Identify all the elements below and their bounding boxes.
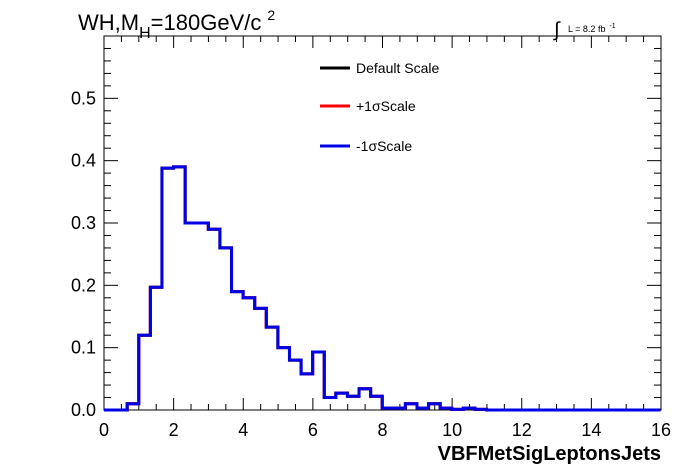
legend: Default Scale +1σScale -1σScale <box>320 60 439 154</box>
chart-title: WH,MH=180GeV/c 2 <box>78 7 275 42</box>
y-tick-label: 0.2 <box>71 275 96 295</box>
title-subscript: H <box>139 25 151 42</box>
y-tick-label: 0.5 <box>71 88 96 108</box>
x-tick-label: 14 <box>581 420 601 440</box>
title-superscript: 2 <box>267 7 275 23</box>
lumi-label: L = 8.2 fb -1 <box>568 23 616 34</box>
x-axis: 0 2 4 6 8 10 12 14 16 <box>99 36 671 440</box>
x-tick-label: 6 <box>308 420 318 440</box>
lumi-superscript: -1 <box>609 23 615 30</box>
legend-label-2: -1σScale <box>356 138 412 154</box>
x-axis-label: VBFMetSigLeptonsJets <box>438 443 661 465</box>
legend-label-0: Default Scale <box>356 60 439 76</box>
series-line-2 <box>104 165 661 412</box>
y-tick-label: 0.3 <box>71 213 96 233</box>
x-tick-label: 8 <box>377 420 387 440</box>
y-tick-label: 0.4 <box>71 151 96 171</box>
x-tick-label: 10 <box>442 420 462 440</box>
x-tick-label: 12 <box>512 420 532 440</box>
y-tick-label: 0.1 <box>71 338 96 358</box>
x-tick-label: 16 <box>651 420 671 440</box>
x-tick-label: 2 <box>169 420 179 440</box>
series-layer <box>104 165 661 412</box>
lumi-integral-sign: ∫ <box>553 19 561 41</box>
series-line-0 <box>104 165 661 412</box>
legend-label-1: +1σScale <box>356 98 416 114</box>
y-axis: 0.0 0.1 0.2 0.3 0.4 0.5 <box>71 35 661 420</box>
series-line-1 <box>104 165 661 412</box>
title-rest: =180GeV/c <box>151 10 262 35</box>
x-tick-label: 4 <box>238 420 248 440</box>
x-tick-label: 0 <box>99 420 109 440</box>
y-tick-label: 0.0 <box>71 400 96 420</box>
